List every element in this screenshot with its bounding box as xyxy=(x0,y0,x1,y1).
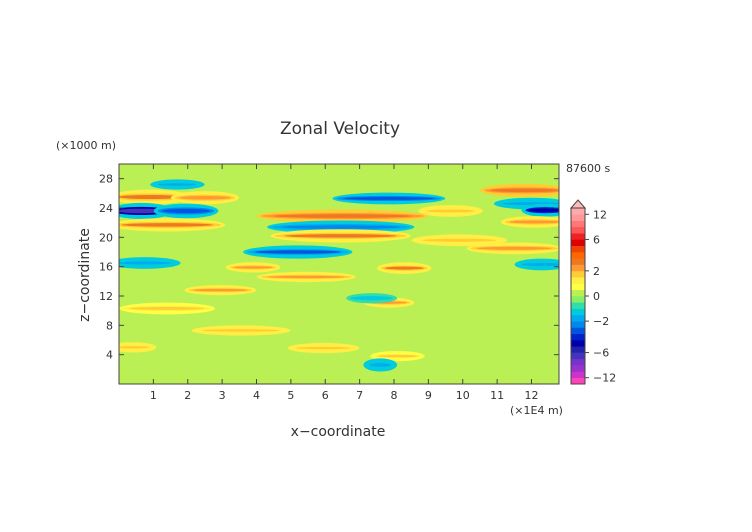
band-29-core xyxy=(296,346,351,350)
colorbar-swatch xyxy=(571,220,585,228)
colorbar-swatch xyxy=(571,333,585,341)
x-axis-ticks: 1 2 3 4 5 6 7 8 9 10 11 12 xyxy=(150,164,539,402)
colorbar-tick-label: 12 xyxy=(593,208,607,221)
colorbar-swatch xyxy=(571,252,585,259)
colorbar-swatch xyxy=(571,308,585,316)
y-tick-label: 24 xyxy=(99,202,113,215)
x-tick-label: 2 xyxy=(184,389,191,402)
y-axis-ticks: 4 8 12 16 20 24 28 xyxy=(99,173,559,362)
colorbar-swatch xyxy=(571,289,585,297)
x-tick-label: 3 xyxy=(219,389,226,402)
band-23-core xyxy=(193,288,248,292)
band-16-core xyxy=(254,250,341,254)
colorbar-swatch xyxy=(571,264,585,272)
x-tick-label: 9 xyxy=(425,389,432,402)
colorbar-swatch xyxy=(571,208,585,215)
band-9-core xyxy=(490,188,559,193)
band-14-core xyxy=(509,220,559,224)
colorbar-swatch xyxy=(571,358,585,366)
band-18-core xyxy=(119,261,172,265)
band-28-core xyxy=(119,346,150,349)
colorbar-swatch xyxy=(571,296,585,303)
band-8-core xyxy=(157,183,198,186)
x-tick-label: 7 xyxy=(356,389,363,402)
colorbar-swatch xyxy=(571,270,585,278)
x-axis-label: x−coordinate xyxy=(291,424,386,440)
time-label: 87600 s xyxy=(566,162,610,175)
x-tick-label: 5 xyxy=(287,389,294,402)
y-tick-label: 12 xyxy=(99,290,113,303)
band-22-core xyxy=(522,263,559,266)
band-31-core xyxy=(369,363,392,367)
band-20-core xyxy=(384,266,425,270)
colorbar-overflow-arrow xyxy=(569,199,587,209)
chart-title: Zonal Velocity xyxy=(280,119,400,139)
band-6-core xyxy=(426,209,475,213)
band-19-core xyxy=(233,266,273,269)
colorbar-swatch xyxy=(571,377,585,385)
band-15-core xyxy=(422,238,497,242)
x-tick-label: 10 xyxy=(456,389,470,402)
x-tick-label: 8 xyxy=(391,389,398,402)
colorbar-swatch xyxy=(571,365,585,372)
band-17-core xyxy=(477,246,552,250)
x-tick-label: 11 xyxy=(490,389,504,402)
band-30-core xyxy=(377,354,418,358)
colorbar-swatch xyxy=(571,277,585,284)
colorbar-swatch xyxy=(571,214,585,221)
colorbar-swatch xyxy=(571,327,585,335)
colorbar-swatch xyxy=(571,346,585,353)
y-tick-label: 16 xyxy=(99,261,113,274)
band-7-core xyxy=(344,197,434,200)
colorbar-tick-label: −6 xyxy=(593,347,609,360)
x-tick-label: 12 xyxy=(525,389,539,402)
band-21-core xyxy=(267,275,346,279)
band-4-core xyxy=(121,223,214,227)
plot-frame xyxy=(118,163,560,385)
x-tick-label: 6 xyxy=(322,389,329,402)
colorbar-tick-label: −12 xyxy=(593,372,616,385)
band-11-core xyxy=(528,208,559,212)
x-unit-label: (×1E4 m) xyxy=(510,404,563,417)
y-unit-label: (×1000 m) xyxy=(56,139,116,152)
colorbar-tick-label: −2 xyxy=(593,315,609,328)
y-tick-label: 20 xyxy=(99,231,113,244)
band-25-core xyxy=(353,297,390,300)
band-2-core xyxy=(119,208,166,214)
band-5-core xyxy=(273,214,412,218)
colorbar-swatch xyxy=(571,226,585,234)
y-axis-label: z−coordinate xyxy=(77,228,93,322)
y-tick-label: 4 xyxy=(106,349,113,362)
x-tick-label: 4 xyxy=(253,389,260,402)
colorbar-swatch xyxy=(571,283,585,291)
colorbar-swatch xyxy=(571,314,585,322)
colorbar-tick-label: 0 xyxy=(593,290,600,303)
colorbar-swatch xyxy=(571,321,585,328)
velocity-bands xyxy=(119,179,559,372)
colorbar-swatch xyxy=(571,352,585,360)
band-1-core xyxy=(179,195,231,200)
colorbar-swatch xyxy=(571,340,585,347)
colorbar-swatch xyxy=(571,302,585,309)
band-3-core xyxy=(161,208,211,213)
band-27-core xyxy=(202,329,280,332)
band-0-core xyxy=(119,194,182,200)
colorbar-swatch xyxy=(571,371,585,379)
band-12-core xyxy=(281,225,400,229)
band-13-core xyxy=(284,234,397,238)
y-tick-label: 8 xyxy=(106,319,113,332)
band-26-core xyxy=(129,307,205,310)
x-tick-label: 1 xyxy=(150,389,157,402)
colorbar-swatch xyxy=(571,233,585,240)
y-tick-label: 28 xyxy=(99,173,113,186)
colorbar-swatch xyxy=(571,239,585,247)
colorbar: 12 6 2 0 −2 −6 −12 xyxy=(569,199,616,385)
colorbar-swatch xyxy=(571,245,585,253)
colorbar-tick-label: 6 xyxy=(593,233,600,246)
colorbar-tick-label: 2 xyxy=(593,265,600,278)
colorbar-swatch xyxy=(571,258,585,265)
